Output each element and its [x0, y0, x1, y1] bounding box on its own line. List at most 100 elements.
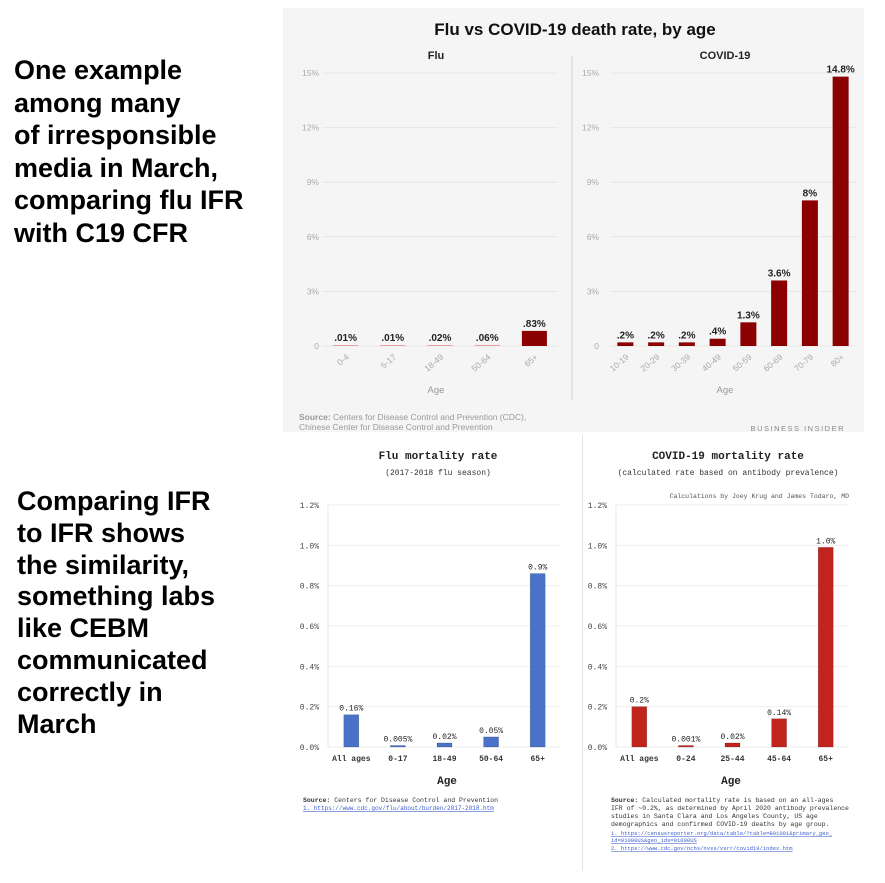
bar	[817, 547, 834, 748]
y-tick-label: 0.6%	[588, 623, 607, 632]
source-link-1[interactable]: 1. https://www.cdc.gov/flu/about/burden/…	[303, 805, 494, 812]
y-tick-label: 15%	[302, 68, 319, 78]
data-label: 0.005%	[383, 736, 412, 745]
x-tick-label: 45-64	[767, 755, 791, 764]
y-tick-label: 9%	[307, 177, 320, 187]
x-tick-label: 25-44	[720, 755, 744, 764]
data-label: .02%	[429, 333, 452, 344]
caption-bottom: Comparing IFR to IFR shows the similarit…	[17, 486, 216, 739]
caption-top: One example among many of irresponsible …	[14, 55, 244, 248]
bar	[801, 200, 818, 346]
data-label: .2%	[678, 330, 695, 341]
x-tick-label: 40-49	[700, 352, 723, 374]
data-label: 3.6%	[768, 268, 791, 279]
bar	[648, 342, 665, 346]
x-axis-label: Age	[721, 776, 741, 788]
y-tick-label: 0.2%	[300, 704, 319, 713]
x-axis-label: Age	[428, 385, 445, 396]
y-tick-label: 1.0%	[588, 542, 607, 551]
y-tick-label: 0	[314, 341, 319, 351]
x-tick-label: 0-17	[388, 755, 407, 764]
y-tick-label: 6%	[587, 232, 600, 242]
source-link-1[interactable]: 1. https://censusreporter.org/data/table…	[611, 830, 833, 837]
x-tick-label: 65+	[522, 352, 540, 369]
data-label: 14.8%	[826, 65, 854, 76]
data-label: 0.14%	[767, 709, 791, 718]
data-label: 0.9%	[528, 564, 547, 573]
data-label: .2%	[648, 330, 665, 341]
source-line-2: Chinese Center for Disease Control and P…	[299, 422, 493, 432]
data-label: 0.001%	[671, 736, 700, 745]
bar	[343, 714, 360, 748]
bar	[617, 342, 634, 346]
data-label: 0.16%	[339, 705, 363, 714]
chart-title: COVID-19 mortality rate	[652, 451, 804, 463]
flu-vs-covid-svg: Flu vs COVID-19 death rate, by age Sourc…	[299, 20, 856, 432]
y-tick-label: 0.8%	[300, 583, 319, 592]
x-axis-label: Age	[717, 385, 734, 396]
chart-title: Flu	[428, 50, 445, 62]
y-tick-label: 12%	[582, 123, 599, 133]
x-tick-label: 18-49	[432, 755, 456, 764]
y-tick-label: 1.2%	[300, 502, 319, 511]
bar	[390, 745, 406, 748]
y-tick-label: 3%	[587, 286, 600, 296]
y-tick-label: 3%	[307, 286, 320, 296]
bar	[771, 280, 788, 346]
x-tick-label: 10-19	[608, 352, 631, 374]
data-label: 8%	[803, 188, 818, 199]
x-tick-label: 18-49	[422, 352, 445, 374]
chart-title: Flu mortality rate	[379, 451, 498, 463]
x-tick-label: All ages	[332, 755, 371, 764]
chart-subtitle: (2017-2018 flu season)	[385, 469, 491, 478]
y-tick-label: 1.2%	[588, 502, 607, 511]
bar	[740, 322, 757, 346]
data-label: 0.05%	[479, 727, 503, 736]
source-line-3: studies in Santa Clara and Los Angeles C…	[611, 813, 818, 820]
y-tick-label: 9%	[587, 177, 600, 187]
bar	[771, 718, 787, 748]
source-link-2[interactable]: 2. https://www.cdc.gov/nchs/nvss/vsrr/co…	[611, 845, 793, 852]
source-line-1: Source: Calculated mortality rate is bas…	[611, 797, 833, 804]
flu-mortality-chart: Source: Centers for Disease Control and …	[285, 435, 561, 871]
data-label: 0.2%	[630, 697, 649, 706]
x-tick-label: 20-29	[638, 352, 661, 374]
chart-title: COVID-19	[700, 50, 751, 62]
y-tick-label: 0.6%	[300, 623, 319, 632]
bar	[678, 745, 694, 748]
flu-mortality-svg: Source: Centers for Disease Control and …	[300, 451, 561, 812]
figure-title: Flu vs COVID-19 death rate, by age	[434, 20, 716, 39]
x-tick-label: 80+	[828, 352, 846, 369]
bar	[631, 706, 648, 748]
x-tick-label: All ages	[620, 755, 659, 764]
x-tick-label: 5-17	[379, 352, 399, 371]
source-link-1-cont[interactable]: id=01000US&geo_ids=01000US	[611, 837, 698, 844]
y-tick-label: 0.4%	[300, 663, 319, 672]
flu-vs-covid-figure: Flu vs COVID-19 death rate, by age Sourc…	[283, 8, 864, 432]
bar	[678, 342, 695, 346]
data-label: 0.02%	[720, 733, 744, 742]
brand-logo: BUSINESS INSIDER	[751, 424, 845, 432]
x-tick-label: 50-64	[469, 352, 492, 374]
x-tick-label: 65+	[530, 755, 545, 764]
bar	[724, 742, 741, 748]
source-line-2: IFR of ~0.2%, as determined by April 202…	[611, 805, 849, 812]
x-tick-label: 30-39	[669, 352, 692, 374]
covid-mortality-svg: Calculations by Joey Krug and James Toda…	[588, 451, 849, 852]
y-tick-label: 0	[594, 341, 599, 351]
data-label: 1.0%	[816, 537, 835, 546]
source-line-1: Source: Centers for Disease Control and …	[299, 412, 526, 422]
y-tick-label: 0.4%	[588, 663, 607, 672]
x-tick-label: 60-69	[761, 352, 784, 374]
source-line-4: demographics and confirmed COVID-19 deat…	[611, 821, 829, 828]
bar	[832, 76, 849, 346]
bar	[474, 344, 500, 346]
data-label: .01%	[381, 333, 404, 344]
y-tick-label: 0.2%	[588, 704, 607, 713]
bar	[529, 573, 546, 748]
x-tick-label: 0-24	[676, 755, 695, 764]
y-tick-label: 12%	[302, 123, 319, 133]
bar	[436, 742, 453, 748]
x-tick-label: 70-79	[792, 352, 815, 374]
bar	[427, 345, 453, 346]
